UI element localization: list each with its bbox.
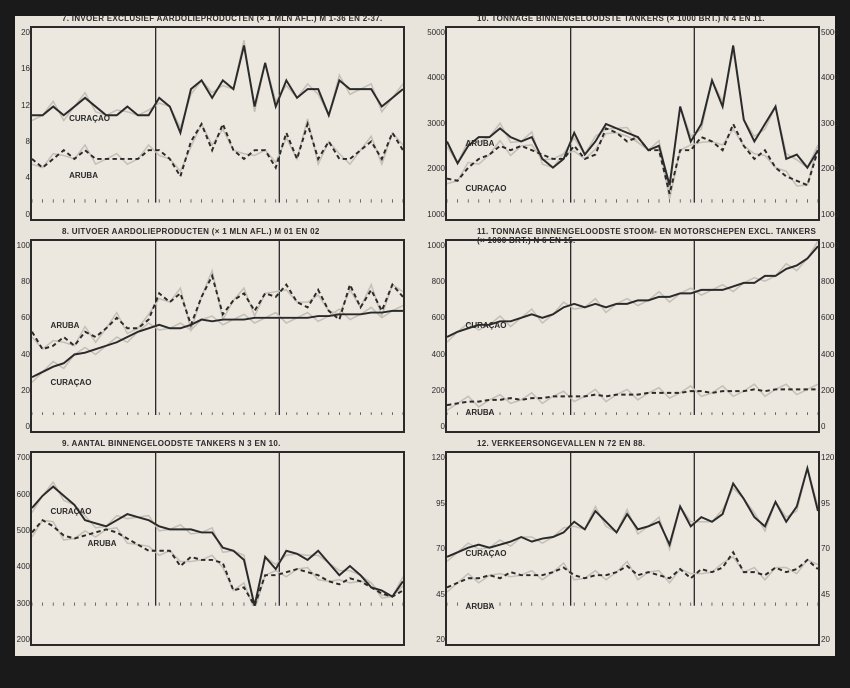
series-label: CURAÇAO <box>466 184 507 193</box>
series-label: CURAÇAO <box>466 549 507 558</box>
series-line <box>32 310 403 376</box>
y-axis-labels-right: 10008006004002000 <box>821 241 843 432</box>
plot-area <box>32 241 403 416</box>
chart-title: 12. VERKEERSONGEVALLEN N 72 EN 88. <box>477 439 645 448</box>
plot-area <box>32 453 403 606</box>
chart-12: 12. VERKEERSONGEVALLEN N 72 EN 88.120957… <box>445 451 820 646</box>
plot-area <box>447 453 818 606</box>
y-axis-labels: 50004000300020001000 <box>425 28 445 219</box>
y-axis-labels-right: 50004000300020001000 <box>821 28 843 219</box>
chart-title: 7. INVOER EXCLUSIEF AARDOLIEPRODUCTEN (×… <box>62 14 383 23</box>
chart-title: 9. AANTAL BINNENGELOODSTE TANKERS N 3 EN… <box>62 439 281 448</box>
page: 7. INVOER EXCLUSIEF AARDOLIEPRODUCTEN (×… <box>15 16 835 656</box>
series-label: CURAÇAO <box>51 507 92 516</box>
chart-9: 9. AANTAL BINNENGELOODSTE TANKERS N 3 EN… <box>30 451 405 646</box>
y-axis-labels: 12095704520 <box>425 453 445 644</box>
plot-area <box>447 28 818 203</box>
series-label: ARUBA <box>88 539 117 548</box>
chart-7: 7. INVOER EXCLUSIEF AARDOLIEPRODUCTEN (×… <box>30 26 405 221</box>
series-line <box>447 45 818 185</box>
chart-8: 8. UITVOER AARDOLIEPRODUCTEN (× 1 MLN AF… <box>30 239 405 434</box>
series-label: ARUBA <box>466 139 495 148</box>
series-label: ARUBA <box>466 602 495 611</box>
series-line <box>447 469 818 558</box>
series-label: CURAÇAO <box>466 321 507 330</box>
chart-grid: 7. INVOER EXCLUSIEF AARDOLIEPRODUCTEN (×… <box>30 26 820 646</box>
series-label: CURAÇAO <box>51 378 92 387</box>
chart-title: 8. UITVOER AARDOLIEPRODUCTEN (× 1 MLN AF… <box>62 227 320 236</box>
series-label: ARUBA <box>69 171 98 180</box>
chart-11: 11. TONNAGE BINNENGELOODSTE STOOM- EN MO… <box>445 239 820 434</box>
series-label: ARUBA <box>51 321 80 330</box>
y-axis-labels: 700600500400300200 <box>10 453 30 644</box>
chart-10: 10. TONNAGE BINNENGELOODSTE TANKERS (× 1… <box>445 26 820 221</box>
y-axis-labels: 100806040200 <box>10 241 30 432</box>
chart-title: 10. TONNAGE BINNENGELOODSTE TANKERS (× 1… <box>477 14 765 23</box>
series-label: CURAÇAO <box>69 114 110 123</box>
y-axis-labels: 201612840 <box>10 28 30 219</box>
y-axis-labels-right: 12095704520 <box>821 453 843 644</box>
series-label: ARUBA <box>466 408 495 417</box>
series-line <box>32 276 403 349</box>
y-axis-labels: 10008006004002000 <box>425 241 445 432</box>
